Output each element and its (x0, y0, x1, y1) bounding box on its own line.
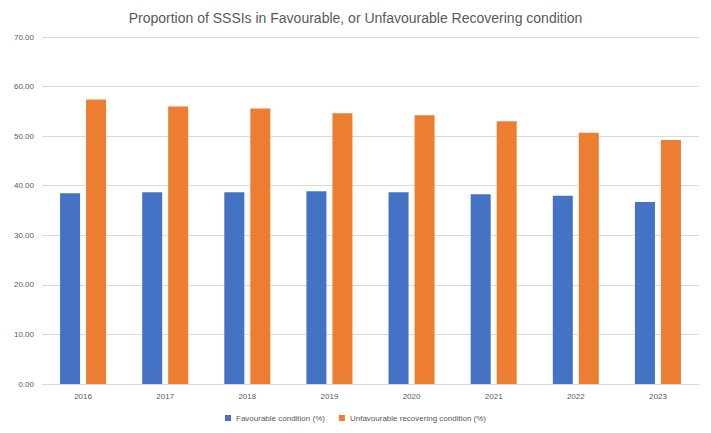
svg-text:Unfavourable recovering condit: Unfavourable recovering condition (%) (350, 414, 486, 423)
svg-text:2017: 2017 (156, 392, 174, 401)
svg-text:30.00: 30.00 (14, 231, 35, 240)
svg-text:2020: 2020 (403, 392, 421, 401)
svg-text:2023: 2023 (649, 392, 667, 401)
svg-text:40.00: 40.00 (14, 181, 35, 190)
svg-text:Favourable condition (%): Favourable condition (%) (236, 414, 325, 423)
svg-text:0.00: 0.00 (18, 380, 34, 389)
svg-text:10.00: 10.00 (14, 330, 35, 339)
svg-text:50.00: 50.00 (14, 132, 35, 141)
svg-text:Proportion of SSSIs in Favoura: Proportion of SSSIs in Favourable, or Un… (129, 10, 583, 26)
svg-text:2016: 2016 (74, 392, 92, 401)
svg-text:60.00: 60.00 (14, 82, 35, 91)
svg-text:2018: 2018 (238, 392, 256, 401)
svg-text:70.00: 70.00 (14, 33, 35, 42)
svg-text:2021: 2021 (485, 392, 503, 401)
svg-text:2019: 2019 (321, 392, 339, 401)
svg-text:20.00: 20.00 (14, 280, 35, 289)
svg-text:2022: 2022 (567, 392, 585, 401)
